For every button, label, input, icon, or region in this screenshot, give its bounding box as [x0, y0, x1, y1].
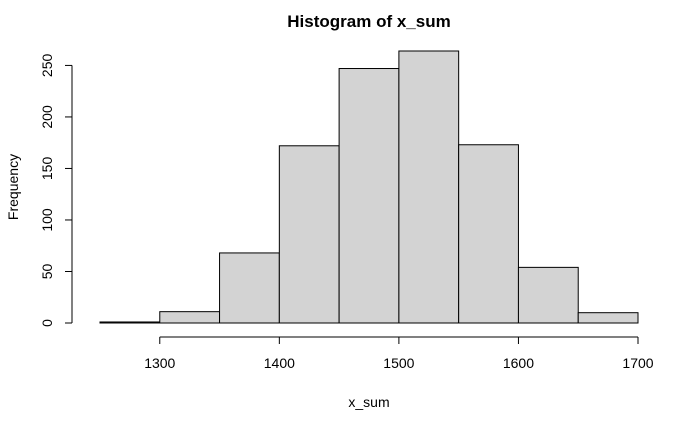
bar-0: [99, 321, 161, 324]
bar-4: [338, 68, 400, 324]
y-tick-label-3: 150: [39, 157, 55, 181]
y-tick-label-4: 200: [39, 105, 55, 129]
x-tick-label-0: 1300: [144, 355, 175, 371]
bar-8: [577, 312, 639, 324]
bar-1: [159, 311, 221, 324]
chart-title: Histogram of x_sum: [287, 12, 450, 31]
bar-2: [219, 252, 280, 324]
y-tick-label-5: 250: [39, 54, 55, 78]
x-axis: 1300 1400 1500 1600 1700: [144, 336, 654, 371]
y-axis: 0 50 100 150 200 250: [39, 54, 73, 327]
bar-7: [517, 266, 579, 324]
y-tick-label-0: 0: [39, 319, 55, 327]
x-tick-label-3: 1600: [503, 355, 534, 371]
bar-3: [278, 145, 340, 324]
y-tick-label-1: 50: [39, 263, 55, 279]
y-axis-label: Frequency: [5, 154, 21, 220]
x-tick-label-4: 1700: [622, 355, 653, 371]
bar-5: [398, 50, 460, 324]
x-axis-label: x_sum: [348, 394, 389, 410]
x-tick-label-1: 1400: [264, 355, 295, 371]
bar-6: [458, 144, 519, 324]
bars-group: [99, 50, 639, 324]
x-tick-label-2: 1500: [383, 355, 414, 371]
y-tick-label-2: 100: [39, 208, 55, 232]
